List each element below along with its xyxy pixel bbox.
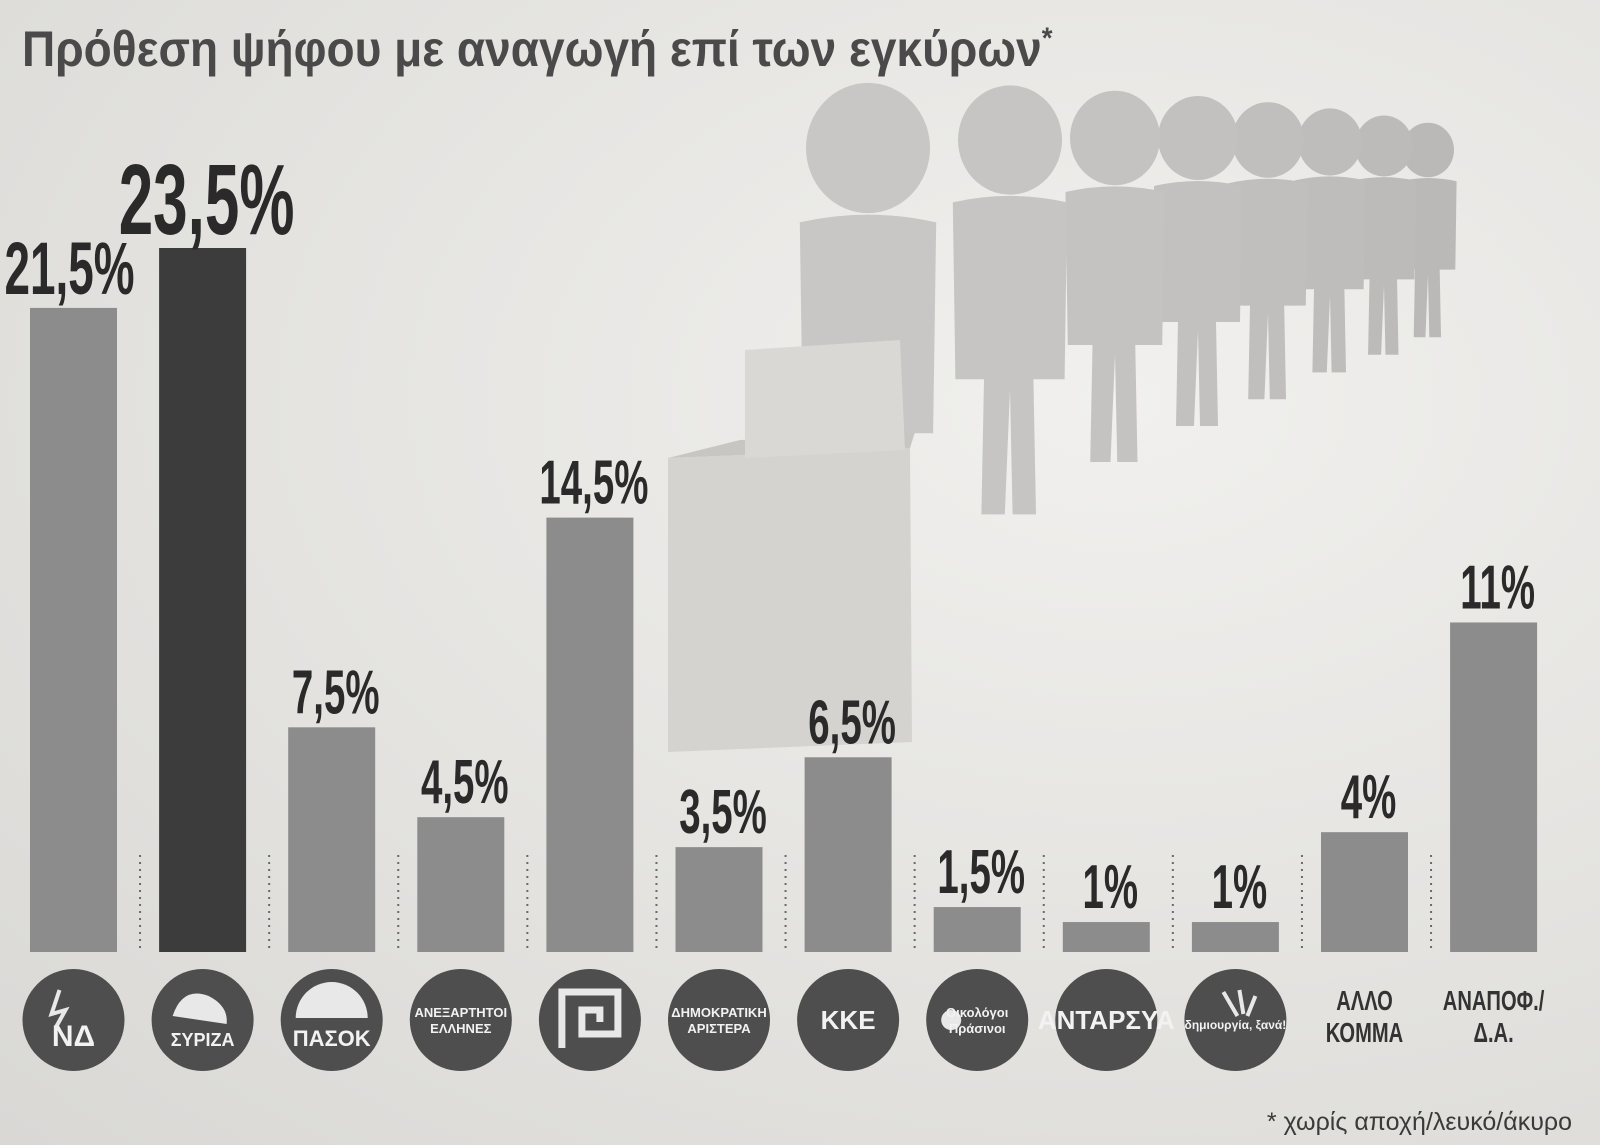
value-label: 1,5% bbox=[937, 837, 1025, 907]
value-label: 1% bbox=[1212, 852, 1268, 922]
value-label: 23,5% bbox=[119, 144, 295, 256]
value-label: 21,5% bbox=[4, 228, 134, 311]
party-logo-text: δημιουργία, ξανά! bbox=[1185, 1018, 1287, 1032]
bar bbox=[1321, 832, 1408, 952]
party-logo-text: ΔΗΜΟΚΡΑΤΙΚΗ bbox=[671, 1005, 766, 1020]
bar bbox=[288, 727, 376, 952]
dimiourgia-logo-icon: δημιουργία, ξανά! bbox=[1184, 969, 1287, 1071]
bar bbox=[30, 307, 117, 952]
footnote: * χωρίς αποχή/λευκό/άκυρο bbox=[1266, 1108, 1572, 1136]
voter-figure bbox=[1065, 90, 1165, 462]
value-label: 11% bbox=[1460, 552, 1535, 622]
bar bbox=[1191, 922, 1279, 952]
syriza-logo-icon: ΣΥΡΙΖΑ bbox=[151, 969, 254, 1071]
bar bbox=[417, 817, 505, 952]
party-logo-text: Πράσινοι bbox=[949, 1021, 1006, 1036]
value-label: 4,5% bbox=[421, 747, 509, 817]
category-label-text: ΑΛΛΟ bbox=[1336, 986, 1393, 1017]
voter-figure bbox=[1154, 96, 1242, 426]
bar bbox=[159, 248, 247, 952]
party-logo-text: ΣΥΡΙΖΑ bbox=[171, 1030, 235, 1050]
value-label: 4% bbox=[1341, 762, 1397, 832]
meander-logo-icon bbox=[538, 969, 641, 1071]
category-label-text: Δ.Α. bbox=[1473, 1018, 1513, 1049]
value-label: 1% bbox=[1083, 852, 1139, 922]
bar bbox=[675, 847, 763, 952]
kke-logo-icon: ΚΚΕ bbox=[797, 969, 900, 1071]
bar bbox=[1450, 622, 1538, 952]
bar bbox=[1062, 922, 1150, 952]
party-logo-text: ΑΡΙΣΤΕΡΑ bbox=[687, 1021, 751, 1036]
chart-title: Πρόθεση ψήφου με αναγωγή επί των εγκύρων… bbox=[22, 20, 1053, 78]
value-label: 6,5% bbox=[808, 687, 896, 757]
bar bbox=[933, 907, 1021, 952]
value-labels-group: 21,5%23,5% 7,5% 4,5% 14,5% 3,5% 6,5% 1,5% 1% 1% 4… bbox=[4, 144, 1535, 921]
chart-title-text: Πρόθεση ψήφου με αναγωγή επί των εγκύρων bbox=[22, 21, 1042, 77]
voters-illustration bbox=[668, 82, 1457, 752]
party-logo-text: ΚΚΕ bbox=[821, 1005, 876, 1035]
voter-figure bbox=[1228, 102, 1308, 400]
bar bbox=[546, 517, 634, 952]
pasok-logo-icon: ΠΑΣΟΚ bbox=[280, 969, 383, 1071]
category-label: ΑΝΑΠΟΦ./Δ.Α. bbox=[1443, 986, 1545, 1049]
category-label-text: ΑΝΑΠΟΦ./ bbox=[1443, 986, 1545, 1017]
value-label: 7,5% bbox=[292, 657, 380, 727]
party-logo-text: ΝΔ bbox=[52, 1020, 95, 1053]
party-logo-text: ΕΛΛΗΝΕΣ bbox=[430, 1021, 491, 1036]
nd-logo-icon: ΝΔ bbox=[22, 969, 125, 1071]
value-label: 3,5% bbox=[679, 777, 767, 847]
bar bbox=[804, 757, 892, 952]
party-logo-text: Οικολόγοι bbox=[946, 1005, 1009, 1020]
bars-group bbox=[30, 248, 1538, 952]
party-logo-text: ΑΝΕΞΑΡΤΗΤΟΙ bbox=[414, 1005, 507, 1020]
value-label: 14,5% bbox=[539, 447, 648, 517]
party-logo-text: ΑΝΤΑΡΣΥΑ bbox=[1038, 1005, 1175, 1035]
party-logo-text: ΠΑΣΟΚ bbox=[293, 1026, 371, 1051]
category-label-text: ΚΟΜΜΑ bbox=[1326, 1018, 1403, 1049]
voter-figure bbox=[952, 85, 1068, 515]
ballot-box-icon bbox=[668, 340, 915, 752]
title-footnote-mark: * bbox=[1041, 22, 1053, 55]
antarsya-logo-icon: ΑΝΤΑΡΣΥΑ bbox=[1038, 969, 1175, 1071]
voter-figure bbox=[1352, 115, 1416, 355]
voter-figure bbox=[1294, 108, 1366, 373]
